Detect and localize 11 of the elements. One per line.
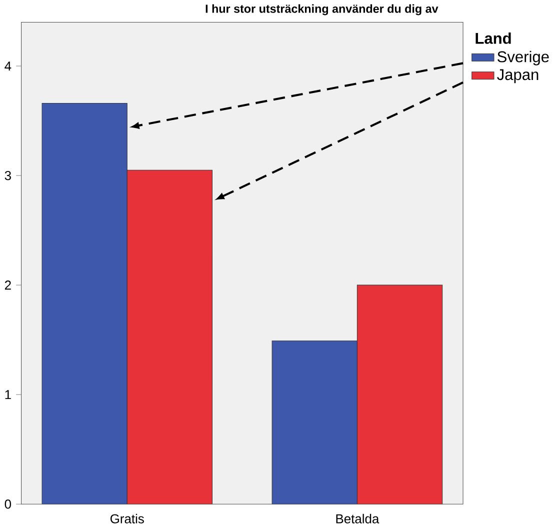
y-tick-label: 0	[4, 500, 12, 509]
legend-label: Japan	[497, 69, 538, 84]
x-tick-label: Betalda	[336, 514, 380, 524]
y-tick-label: 2	[4, 280, 11, 290]
chart-title: I hur stor utsträckning använder du dig av	[206, 4, 438, 16]
legend-title: Land	[476, 32, 511, 44]
y-tick-label: 3	[4, 171, 11, 180]
y-tick-label: 4	[4, 62, 12, 71]
y-tick-label: 1	[5, 390, 11, 400]
x-tick-label: Gratis	[110, 514, 144, 524]
legend-label: Sverige	[498, 51, 549, 66]
